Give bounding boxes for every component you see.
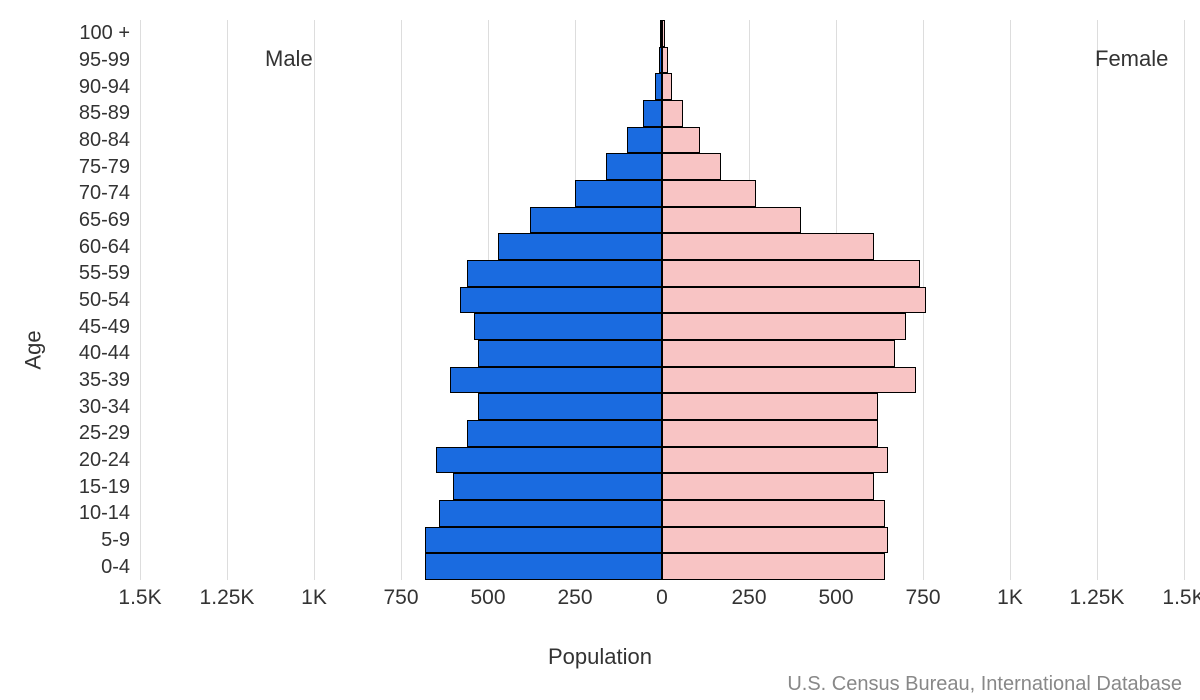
female-bar xyxy=(662,420,878,447)
age-label: 50-54 xyxy=(79,290,130,310)
male-bar xyxy=(530,207,662,234)
male-bar xyxy=(498,233,662,260)
age-label: 35-39 xyxy=(79,370,130,390)
age-label: 60-64 xyxy=(79,237,130,257)
male-bar xyxy=(575,180,662,207)
male-bar xyxy=(436,447,662,474)
female-series-label: Female xyxy=(1095,46,1168,72)
male-bar xyxy=(606,153,662,180)
x-tick-label: 1K xyxy=(301,586,327,610)
female-bar xyxy=(662,180,756,207)
age-label: 75-79 xyxy=(79,157,130,177)
x-tick-label: 1.5K xyxy=(1162,586,1200,610)
female-bar xyxy=(662,153,721,180)
male-bar xyxy=(467,260,662,287)
x-tick-label: 500 xyxy=(818,586,853,610)
age-label: 45-49 xyxy=(79,317,130,337)
male-bar xyxy=(453,473,662,500)
age-label: 70-74 xyxy=(79,183,130,203)
x-tick-label: 1.25K xyxy=(200,586,255,610)
male-bar xyxy=(478,340,662,367)
female-bar xyxy=(662,473,874,500)
female-bar xyxy=(662,553,885,580)
male-series-label: Male xyxy=(265,46,313,72)
female-bar xyxy=(662,287,926,314)
female-bar xyxy=(662,233,874,260)
female-bar xyxy=(662,393,878,420)
x-axis-title: Population xyxy=(0,644,1200,670)
male-bar xyxy=(450,367,662,394)
female-bar xyxy=(662,100,683,127)
age-label: 65-69 xyxy=(79,210,130,230)
female-bar xyxy=(662,500,885,527)
female-bar xyxy=(662,73,672,100)
x-tick-label: 1.25K xyxy=(1070,586,1125,610)
male-bar xyxy=(460,287,662,314)
female-bar xyxy=(662,313,906,340)
x-tick-label: 1K xyxy=(997,586,1023,610)
female-bar xyxy=(662,367,916,394)
age-label: 55-59 xyxy=(79,263,130,283)
female-bar xyxy=(662,447,888,474)
x-tick-label: 750 xyxy=(905,586,940,610)
female-bar xyxy=(662,127,700,154)
male-bar xyxy=(627,127,662,154)
age-label: 40-44 xyxy=(79,343,130,363)
male-bar xyxy=(425,527,662,554)
age-label: 25-29 xyxy=(79,423,130,443)
age-label: 80-84 xyxy=(79,130,130,150)
population-pyramid-chart: Age Male Female 100 +95-9990-9485-8980-8… xyxy=(0,0,1200,700)
female-bar xyxy=(662,207,801,234)
male-bar xyxy=(478,393,662,420)
x-tick-label: 250 xyxy=(731,586,766,610)
age-label: 10-14 xyxy=(79,503,130,523)
age-label: 95-99 xyxy=(79,50,130,70)
female-bar xyxy=(662,340,895,367)
age-label: 5-9 xyxy=(101,530,130,550)
center-axis-line xyxy=(661,20,663,580)
x-tick-label: 1.5K xyxy=(118,586,161,610)
age-label: 0-4 xyxy=(101,557,130,577)
x-tick-label: 750 xyxy=(383,586,418,610)
age-label: 30-34 xyxy=(79,397,130,417)
male-bar xyxy=(643,100,662,127)
male-bar xyxy=(474,313,662,340)
female-bar xyxy=(662,260,920,287)
grid-line xyxy=(1184,20,1185,580)
plot-area xyxy=(140,20,1184,580)
age-axis-labels: 100 + 95-99 90-94 85-89 80-84 75-79 70-74 65-69… xyxy=(0,20,130,580)
source-attribution: U.S. Census Bureau, International Databa… xyxy=(787,673,1182,696)
x-tick-label: 500 xyxy=(470,586,505,610)
x-tick-label: 250 xyxy=(557,586,592,610)
age-label: 85-89 xyxy=(79,103,130,123)
male-bar xyxy=(467,420,662,447)
x-axis-ticks: 1.5K1.25K1K75050025002505007501K1.25K1.5… xyxy=(140,586,1184,616)
age-label: 20-24 xyxy=(79,450,130,470)
male-bar xyxy=(439,500,662,527)
female-bar xyxy=(662,527,888,554)
age-label: 90-94 xyxy=(79,77,130,97)
age-label: 100 + xyxy=(79,23,130,43)
x-tick-label: 0 xyxy=(656,586,668,610)
male-bar xyxy=(425,553,662,580)
age-label: 15-19 xyxy=(79,477,130,497)
